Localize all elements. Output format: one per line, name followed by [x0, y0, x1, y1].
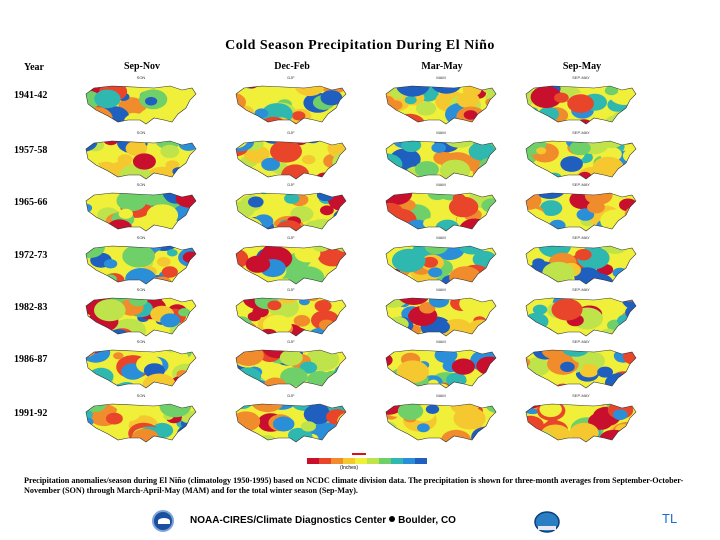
- precip-anomaly-map: [232, 135, 350, 183]
- year-label: 1965-66: [14, 197, 48, 208]
- map-season-label: SEP-MAY: [572, 182, 590, 187]
- caption: Precipitation anomalies/season during El…: [24, 476, 684, 496]
- precip-anomaly-map: [232, 292, 350, 340]
- noaa-logo: [152, 510, 174, 532]
- precip-anomaly-map: [82, 80, 200, 128]
- year-label: 1991-92: [14, 408, 48, 419]
- precip-anomaly-map: [82, 292, 200, 340]
- map-season-label: SON: [136, 235, 146, 240]
- precip-anomaly-map: [522, 398, 640, 446]
- year-label: 1972-73: [14, 250, 48, 261]
- map-season-label: SEP-MAY: [572, 235, 590, 240]
- precip-anomaly-map: [522, 187, 640, 235]
- map-season-label: DJF: [287, 75, 295, 80]
- year-label: 1941-42: [14, 90, 48, 101]
- red-tick-mark: [352, 453, 366, 455]
- precip-anomaly-map: [522, 292, 640, 340]
- year-label: 1986-87: [14, 354, 48, 365]
- map-season-label: DJF: [287, 393, 295, 398]
- map-season-label: SEP-MAY: [572, 339, 590, 344]
- map-season-label: SON: [136, 75, 146, 80]
- map-season-label: SEP-MAY: [572, 393, 590, 398]
- map-season-label: SEP-MAY: [572, 287, 590, 292]
- precip-anomaly-map: [382, 187, 500, 235]
- map-season-label: MAM: [436, 182, 446, 187]
- map-season-label: MAM: [436, 339, 446, 344]
- season-header-son: Sep-Nov: [123, 61, 161, 72]
- precip-anomaly-map: [522, 80, 640, 128]
- legend-swatch: [391, 458, 403, 464]
- precip-anomaly-map: [382, 80, 500, 128]
- credit-location: Boulder, CO: [398, 515, 456, 526]
- precip-anomaly-map: [82, 398, 200, 446]
- legend-swatch: [415, 458, 427, 464]
- map-season-label: SEP-MAY: [572, 75, 590, 80]
- map-season-label: SEP-MAY: [572, 130, 590, 135]
- map-season-label: MAM: [436, 235, 446, 240]
- map-season-label: SON: [136, 182, 146, 187]
- precip-anomaly-map: [522, 135, 640, 183]
- precip-anomaly-map: [232, 240, 350, 288]
- precip-anomaly-map: [232, 398, 350, 446]
- map-season-label: DJF: [287, 182, 295, 187]
- corner-mark: TL: [662, 511, 678, 526]
- map-season-label: SON: [136, 130, 146, 135]
- legend-label: (Inches): [340, 465, 359, 471]
- year-column-header: Year: [24, 62, 44, 73]
- map-season-label: DJF: [287, 287, 295, 292]
- map-season-label: SON: [136, 393, 146, 398]
- precip-anomaly-map: [522, 344, 640, 392]
- precip-anomaly-map: [82, 187, 200, 235]
- map-season-label: DJF: [287, 235, 295, 240]
- legend-swatch: [355, 458, 367, 464]
- season-header-djf: Dec-Feb: [274, 61, 310, 72]
- legend-swatch: [403, 458, 415, 464]
- legend-swatch: [307, 458, 319, 464]
- legend-swatch: [319, 458, 331, 464]
- credit-org: NOAA-CIRES/Climate Diagnostics Center: [190, 515, 387, 526]
- map-season-label: MAM: [436, 130, 446, 135]
- precip-anomaly-map: [382, 292, 500, 340]
- map-season-label: MAM: [436, 393, 446, 398]
- legend-swatch: [331, 458, 343, 464]
- precip-anomaly-map: [232, 344, 350, 392]
- precip-anomaly-map: [232, 80, 350, 128]
- season-header-sepmay: Sep-May: [562, 61, 602, 72]
- precip-anomaly-map: [82, 240, 200, 288]
- precip-anomaly-map: [82, 344, 200, 392]
- cires-logo: [532, 510, 562, 534]
- map-season-label: DJF: [287, 130, 295, 135]
- legend-swatch: [343, 458, 355, 464]
- map-season-label: MAM: [436, 287, 446, 292]
- season-header-mam: Mar-May: [421, 61, 463, 72]
- precip-anomaly-map: [382, 240, 500, 288]
- precip-anomaly-map: [382, 398, 500, 446]
- map-season-label: SON: [136, 339, 146, 344]
- precip-anomaly-map: [382, 344, 500, 392]
- legend-swatch: [379, 458, 391, 464]
- color-legend: [307, 458, 427, 464]
- map-season-label: MAM: [436, 75, 446, 80]
- precip-anomaly-map: [232, 187, 350, 235]
- separator-dot: [389, 516, 396, 522]
- precip-anomaly-map: [382, 135, 500, 183]
- legend-swatch: [367, 458, 379, 464]
- map-season-label: SON: [136, 287, 146, 292]
- precip-anomaly-map: [82, 135, 200, 183]
- year-label: 1957-58: [14, 145, 48, 156]
- precip-anomaly-map: [522, 240, 640, 288]
- page-title: Cold Season Precipitation During El Niño: [225, 38, 495, 53]
- map-season-label: DJF: [287, 339, 295, 344]
- year-label: 1982-83: [14, 302, 48, 313]
- credit-line: NOAA-CIRES/Climate Diagnostics Center Bou…: [190, 515, 456, 526]
